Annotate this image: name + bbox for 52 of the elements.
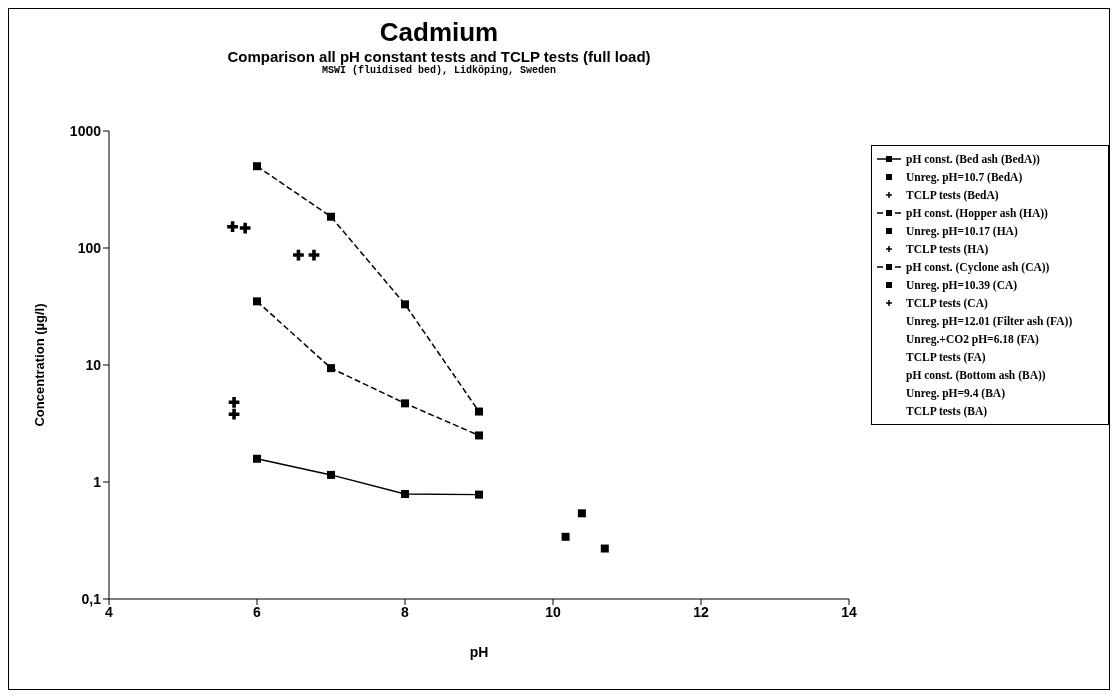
y-tick-label: 1000 <box>69 122 102 139</box>
point <box>228 396 240 408</box>
text: MSWI (fluidised bed), Lidköping, Sweden <box>320 65 557 76</box>
x-tick-label: 8 <box>401 603 410 620</box>
point <box>327 212 335 221</box>
y-axis-title: Concentration (µg/l) <box>31 303 47 427</box>
point <box>227 221 238 233</box>
legend-label: pH const. (Hopper ash (HA)) <box>906 207 1048 219</box>
point <box>577 509 586 518</box>
text: Unreg. pH=9.4 (BA) <box>906 387 1005 399</box>
legend-label: Unreg. pH=10.39 (CA) <box>906 279 1018 291</box>
legend-label: TCLP tests (HA) <box>906 243 989 255</box>
legend-label: TCLP tests (CA) <box>906 297 988 309</box>
point <box>239 222 251 234</box>
point <box>327 470 335 479</box>
point <box>561 532 570 541</box>
point <box>475 490 483 499</box>
point <box>293 249 304 261</box>
x-tick-label: 4 <box>105 603 114 620</box>
point <box>253 162 261 171</box>
point <box>401 300 409 309</box>
point <box>228 408 240 420</box>
point <box>327 364 335 373</box>
point <box>475 431 483 440</box>
text: pH const. (Bottom ash (BA)) <box>906 369 1046 381</box>
x-tick-label: 14 <box>841 603 857 620</box>
y-tick-label: 1 <box>93 473 102 490</box>
point <box>253 297 261 306</box>
legend-label: Unreg. pH=10.7 (BedA) <box>906 171 1023 183</box>
x-tick-label: 12 <box>693 603 709 620</box>
chart-subtitle: Comparison all pH constant tests and TCLP tests (full load) <box>226 48 652 65</box>
point <box>600 544 609 553</box>
point <box>253 454 261 463</box>
legend-label: pH const. (Cyclone ash (CA)) <box>906 261 1050 273</box>
x-axis-title: pH <box>469 644 489 660</box>
point <box>401 399 409 408</box>
text: TCLP tests (BA) <box>906 405 988 417</box>
legend-label: pH const. (Bed ash (BedA)) <box>906 153 1040 165</box>
point <box>308 249 320 261</box>
y-tick-label: 0,1 <box>81 590 102 607</box>
point <box>475 407 483 416</box>
text: Unreg. pH=12.01 (Filter ash (FA)) <box>906 315 1073 327</box>
x-tick-label: 6 <box>253 603 262 620</box>
y-tick-label: 100 <box>77 239 102 256</box>
text: TCLP tests (FA) <box>906 351 986 363</box>
legend-label: Unreg. pH=10.17 (HA) <box>906 225 1018 237</box>
chart-title: Cadmium <box>378 17 500 48</box>
text: Unreg.+CO2 pH=6.18 (FA) <box>906 333 1039 345</box>
x-tick-label: 10 <box>545 603 561 620</box>
y-tick-label: 10 <box>85 356 102 373</box>
legend-label: TCLP tests (BedA) <box>906 189 999 201</box>
point <box>401 489 409 498</box>
